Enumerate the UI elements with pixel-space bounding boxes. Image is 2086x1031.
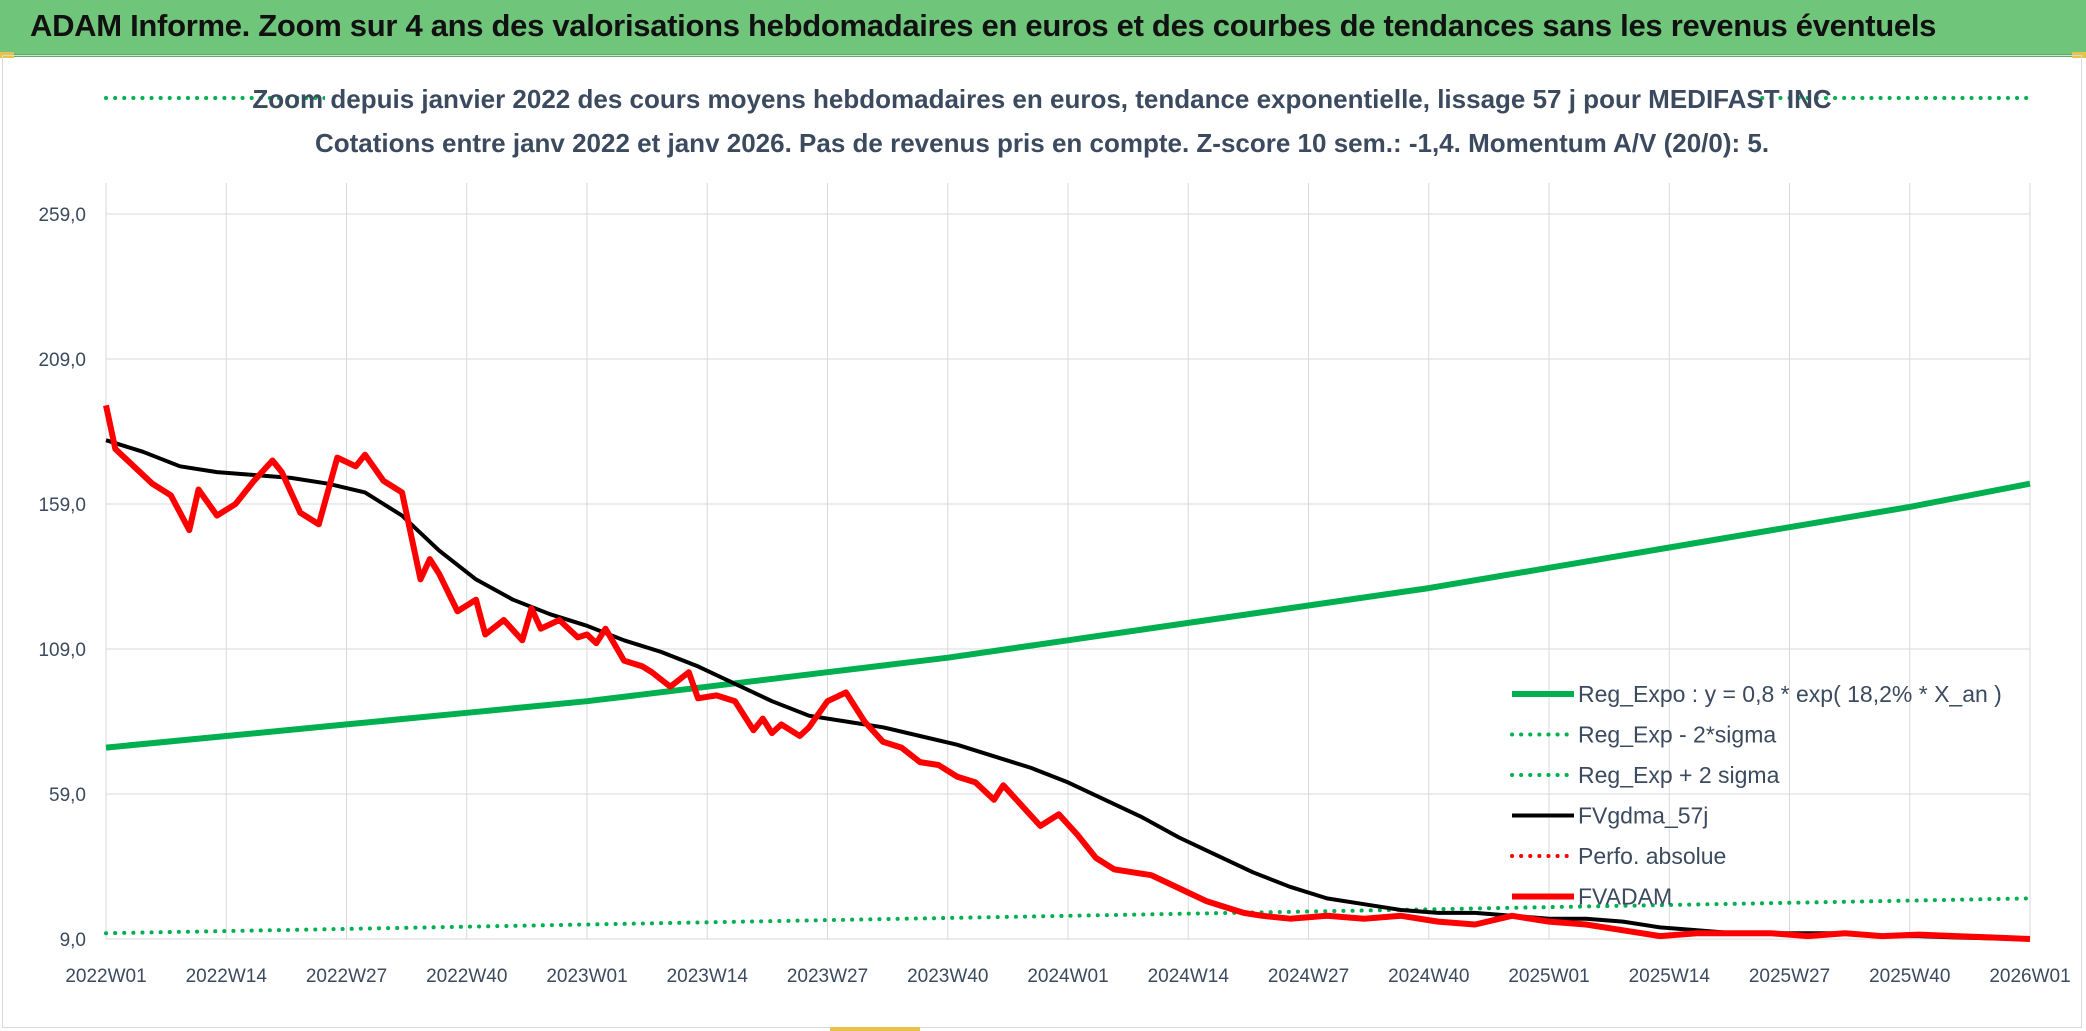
x-tick-label: 2022W27 (306, 966, 387, 987)
legend-label-reg_expo: Reg_Expo : y = 0,8 * exp( 18,2% * X_an ) (1578, 681, 2002, 707)
x-tick-label: 2023W01 (546, 966, 627, 987)
report-title: ADAM Informe. Zoom sur 4 ans des valoris… (30, 8, 1937, 43)
legend-label-fvadam: FVADAM (1578, 884, 1672, 910)
x-tick-label: 2024W27 (1268, 966, 1349, 987)
y-tick-label: 259,0 (38, 205, 86, 226)
x-tick-label: 2025W14 (1629, 966, 1711, 987)
x-tick-label: 2025W40 (1869, 966, 1950, 987)
y-tick-label: 59,0 (49, 785, 86, 806)
x-tick-label: 2025W01 (1508, 966, 1589, 987)
x-tick-label: 2022W14 (186, 966, 268, 987)
y-tick-label: 9,0 (60, 930, 86, 951)
chart-frame (2, 55, 2082, 1028)
x-tick-label: 2023W27 (787, 966, 868, 987)
legend-label-perfo: Perfo. absolue (1578, 843, 1726, 869)
chart-grid (105, 183, 2031, 940)
series-reg_minus-line (104, 896, 2032, 936)
legend-label-reg_minus: Reg_Exp - 2*sigma (1578, 722, 1776, 748)
x-tick-label: 2022W01 (65, 966, 146, 987)
chart-title: Zoom depuis janvier 2022 des cours moyen… (252, 84, 1831, 114)
x-tick-label: 2025W27 (1749, 966, 1830, 987)
x-tick-label: 2022W40 (426, 966, 507, 987)
y-tick-label: 159,0 (38, 495, 86, 516)
y-tick-label: 209,0 (38, 350, 86, 371)
chart-legend: Reg_Expo : y = 0,8 * exp( 18,2% * X_an )… (1510, 681, 2002, 910)
x-tick-label: 2026W01 (1989, 966, 2070, 987)
y-tick-label: 109,0 (38, 640, 86, 661)
bottom-marker (830, 1027, 920, 1031)
x-tick-label: 2024W01 (1027, 966, 1108, 987)
x-tick-label: 2024W40 (1388, 966, 1469, 987)
series-reg_expo-line (105, 480, 2031, 751)
series-fvadam-line (103, 404, 2031, 942)
x-tick-label: 2024W14 (1148, 966, 1230, 987)
tick-labels: 2022W01 2022W14 2022W27 2022W40 2023W01 2023W… (38, 205, 2070, 987)
report-banner: ADAM Informe. Zoom sur 4 ans des valoris… (0, 0, 2086, 57)
x-tick-label: 2023W14 (667, 966, 749, 987)
chart-subtitle: Cotations entre janv 2022 et janv 2026. … (315, 128, 1769, 158)
legend-label-reg_plus: Reg_Exp + 2 sigma (1578, 762, 1780, 788)
x-tick-label: 2023W40 (907, 966, 988, 987)
legend-label-fvgdma: FVgdma_57j (1578, 803, 1708, 829)
title-backdrop (325, 78, 1755, 168)
